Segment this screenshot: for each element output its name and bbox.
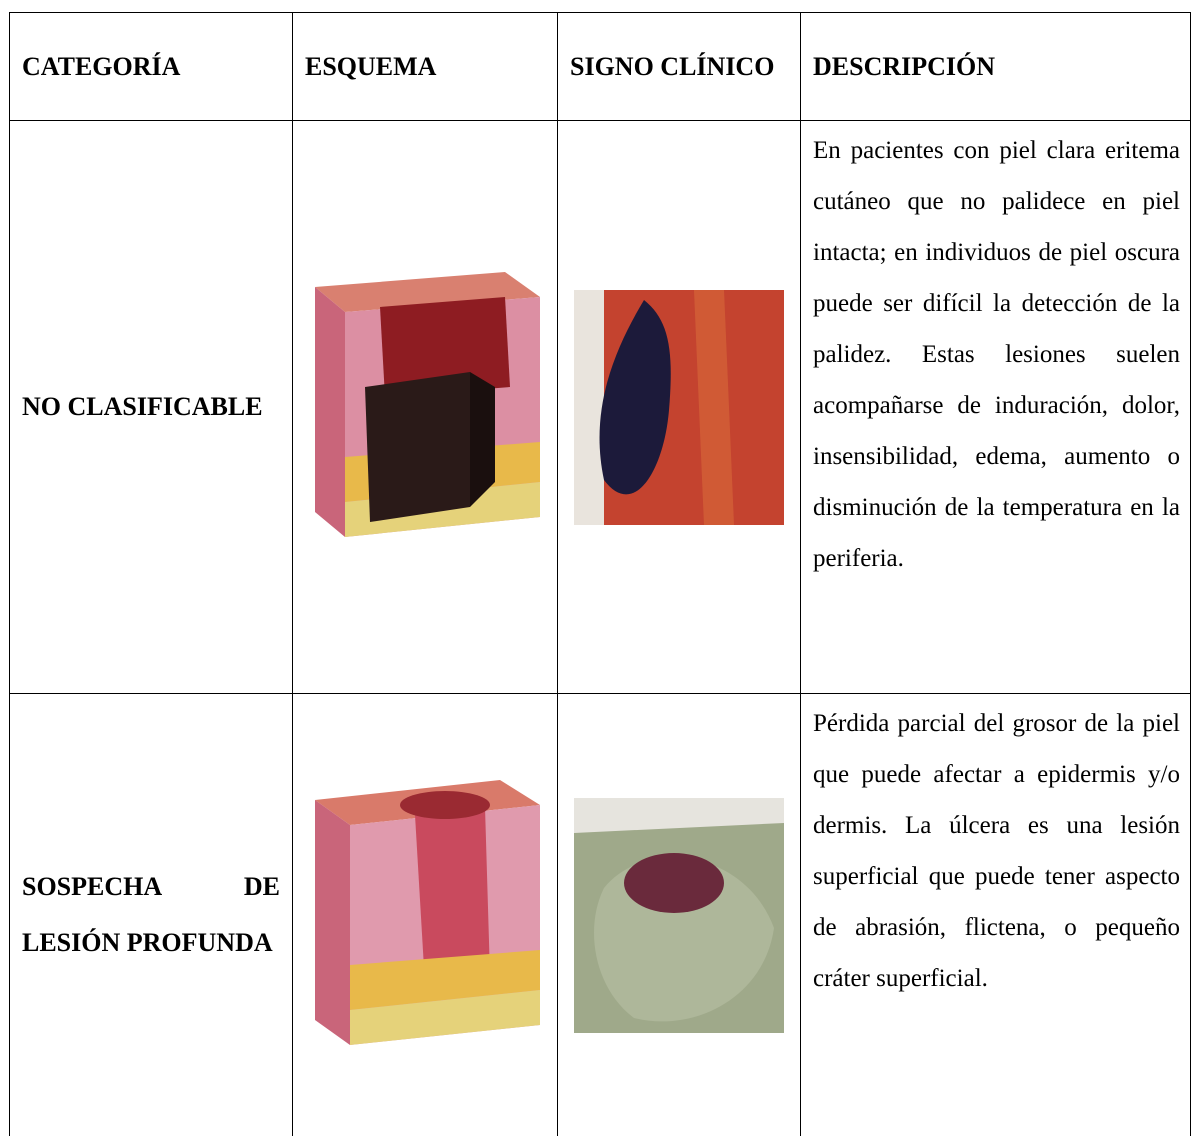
column-header: SIGNO CLÍNICO — [558, 13, 801, 121]
description: En pacientes con piel clara eritema cutá… — [801, 121, 1191, 694]
category: NO CLASIFICABLE — [10, 121, 293, 694]
column-header: CATEGORÍA — [10, 13, 293, 121]
table-row: NO CLASIFICABLE En pacientes con piel cl — [10, 121, 1191, 694]
schema-cell — [293, 694, 558, 1136]
column-header: ESQUEMA — [293, 13, 558, 121]
description: Pérdida parcial del grosor de la piel qu… — [801, 694, 1191, 1136]
schema-illustration — [305, 267, 545, 547]
classification-table: CATEGORÍA ESQUEMA SIGNO CLÍNICO DESCRIPC… — [9, 12, 1191, 1136]
clinical-cell — [558, 694, 801, 1136]
schema-cell — [293, 121, 558, 694]
clinical-cell — [558, 121, 801, 694]
clinical-photo — [574, 290, 784, 525]
table-row: SOSPECHA DE LESIÓN PROFUNDA Pérdida parc… — [10, 694, 1191, 1136]
clinical-photo — [574, 798, 784, 1033]
page: CATEGORÍA ESQUEMA SIGNO CLÍNICO DESCRIPC… — [0, 0, 1200, 1113]
column-header: DESCRIPCIÓN — [801, 13, 1191, 121]
header-row: CATEGORÍA ESQUEMA SIGNO CLÍNICO DESCRIPC… — [10, 13, 1191, 121]
schema-illustration — [305, 775, 545, 1055]
category: SOSPECHA DE LESIÓN PROFUNDA — [10, 694, 293, 1136]
